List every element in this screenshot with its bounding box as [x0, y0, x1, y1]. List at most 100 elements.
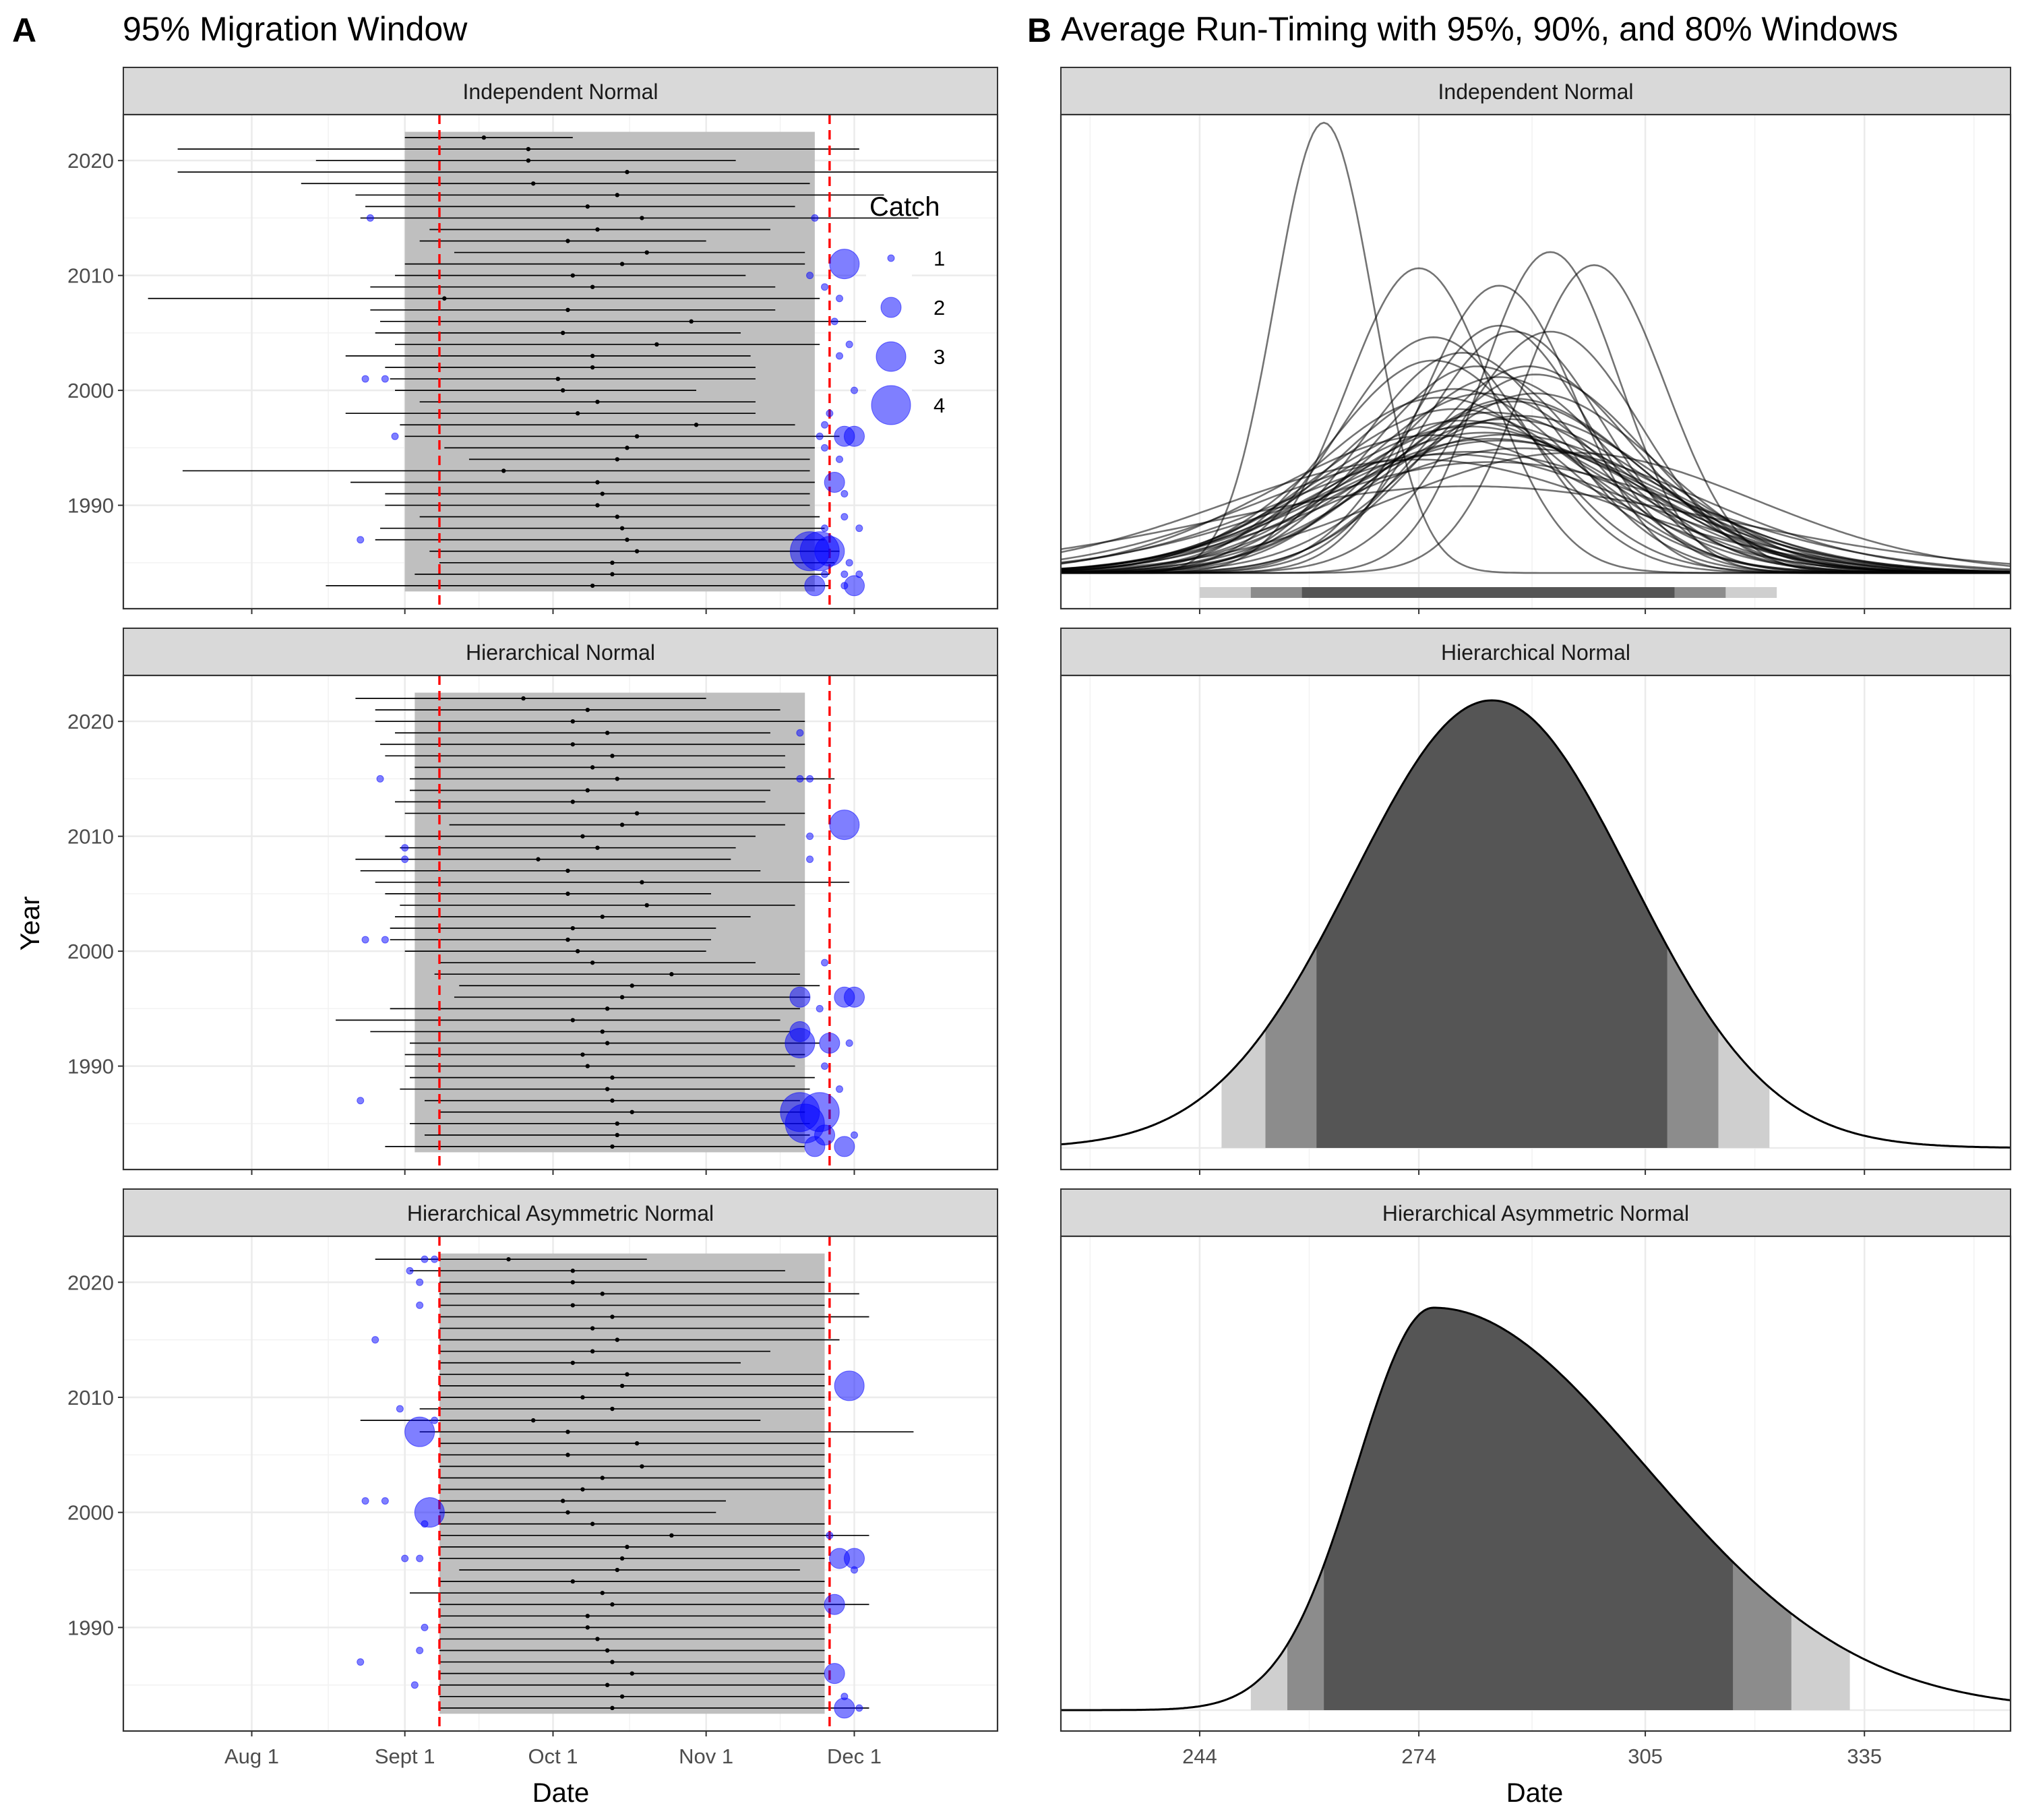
catch-point — [431, 1255, 439, 1263]
year-median-point — [610, 1144, 615, 1149]
catch-point — [421, 1520, 429, 1528]
year-median-point — [555, 376, 561, 382]
legend-key-point — [880, 297, 902, 318]
facet-strip — [1060, 67, 2011, 115]
year-median-point — [600, 491, 605, 496]
plot-frame — [122, 113, 999, 610]
year-median-point — [625, 446, 630, 450]
facet-b-independent-normal: Independent Normal — [1060, 67, 2012, 614]
year-median-point — [565, 868, 570, 873]
year-median-point — [610, 1705, 615, 1711]
legend-title: Catch — [869, 192, 940, 222]
x-axis-label-b: Date — [1506, 1778, 1564, 1808]
year-median-point — [619, 262, 625, 266]
catch-point — [361, 375, 369, 383]
catch-point — [850, 386, 858, 394]
catch-point — [796, 775, 804, 783]
year-median-point — [560, 388, 565, 393]
year-median-point — [654, 342, 659, 347]
y-tick-label: 2000 — [67, 1501, 114, 1525]
year-median-point — [570, 1280, 576, 1285]
year-median-point — [570, 719, 576, 724]
year-median-point — [565, 1510, 570, 1515]
year-median-point — [565, 937, 570, 942]
catch-point — [396, 1405, 404, 1413]
catch-point — [811, 214, 819, 222]
catch-point — [821, 1062, 829, 1070]
catch-point — [357, 536, 365, 544]
catch-point — [821, 283, 829, 291]
facet-strip-label: Hierarchical Asymmetric Normal — [1382, 1201, 1689, 1225]
x-tick-label: Aug 1 — [224, 1745, 279, 1768]
catch-point — [404, 1416, 435, 1447]
catch-point — [816, 432, 824, 440]
run-timing-curve — [1061, 452, 2011, 572]
catch-point — [821, 959, 829, 967]
catch-point — [416, 1554, 424, 1563]
catch-point — [843, 986, 865, 1008]
year-median-point — [615, 1132, 619, 1138]
year-median-point — [565, 1453, 570, 1457]
catch-point — [845, 559, 853, 567]
year-median-point — [644, 250, 649, 255]
catch-point — [431, 1416, 439, 1424]
year-median-point — [625, 170, 630, 175]
year-median-point — [605, 1087, 610, 1091]
catch-point — [416, 1278, 424, 1286]
catch-point — [843, 425, 865, 447]
catch-point — [824, 1594, 845, 1615]
catch-point — [850, 1131, 858, 1139]
year-median-point — [590, 1326, 595, 1331]
catch-point — [421, 1623, 429, 1631]
catch-point — [840, 570, 849, 578]
catch-point — [361, 936, 369, 944]
window-band-80 — [1316, 700, 1667, 1148]
year-median-point — [585, 788, 590, 793]
average-run-timing-curve — [1061, 1306, 2011, 1711]
year-median-point — [595, 503, 600, 508]
year-median-point — [630, 1671, 634, 1676]
catch-point — [410, 1681, 419, 1689]
facet-strip — [123, 67, 998, 115]
catch-point — [834, 1136, 855, 1157]
catch-point — [804, 575, 826, 597]
catch-point — [829, 249, 860, 280]
legend-entry-label: 2 — [933, 296, 945, 320]
year-median-point — [595, 1637, 600, 1641]
catch-point — [381, 1497, 389, 1505]
year-median-point — [619, 995, 625, 1000]
year-median-point — [600, 914, 605, 919]
year-median-point — [521, 696, 526, 701]
migration-window-shade — [415, 692, 805, 1153]
facet-strip-label: Independent Normal — [1438, 80, 1634, 104]
catch-point — [376, 775, 384, 783]
catch-point — [855, 524, 863, 533]
facet-a-independent-normal: Independent Normal 1990 2000 2010 2020 — [67, 67, 999, 614]
year-median-point — [615, 514, 619, 519]
year-median-point — [669, 1533, 674, 1538]
year-median-point — [595, 227, 600, 232]
year-median-point — [570, 926, 576, 931]
run-timing-curve — [1061, 397, 2011, 574]
year-median-point — [605, 731, 610, 735]
year-median-point — [526, 158, 531, 163]
year-median-point — [630, 1110, 634, 1114]
year-median-point — [610, 754, 615, 758]
year-median-point — [634, 434, 640, 439]
year-median-point — [565, 1429, 570, 1434]
year-median-point — [590, 353, 595, 359]
year-median-point — [640, 216, 644, 220]
plot-frame — [1060, 674, 2012, 1171]
catch-point — [814, 536, 845, 567]
run-timing-curve — [1061, 418, 2011, 574]
x-tick-label: Sept 1 — [375, 1745, 435, 1768]
year-median-point — [619, 1694, 625, 1699]
catch-point — [824, 1663, 845, 1685]
catch-point — [366, 214, 374, 222]
year-median-point — [590, 1349, 595, 1354]
year-median-point — [580, 1052, 585, 1057]
facet-b-hierarchical-normal: Hierarchical Normal — [1060, 628, 2012, 1175]
catch-point — [840, 490, 849, 498]
catch-point — [401, 855, 409, 863]
year-median-point — [605, 1648, 610, 1653]
